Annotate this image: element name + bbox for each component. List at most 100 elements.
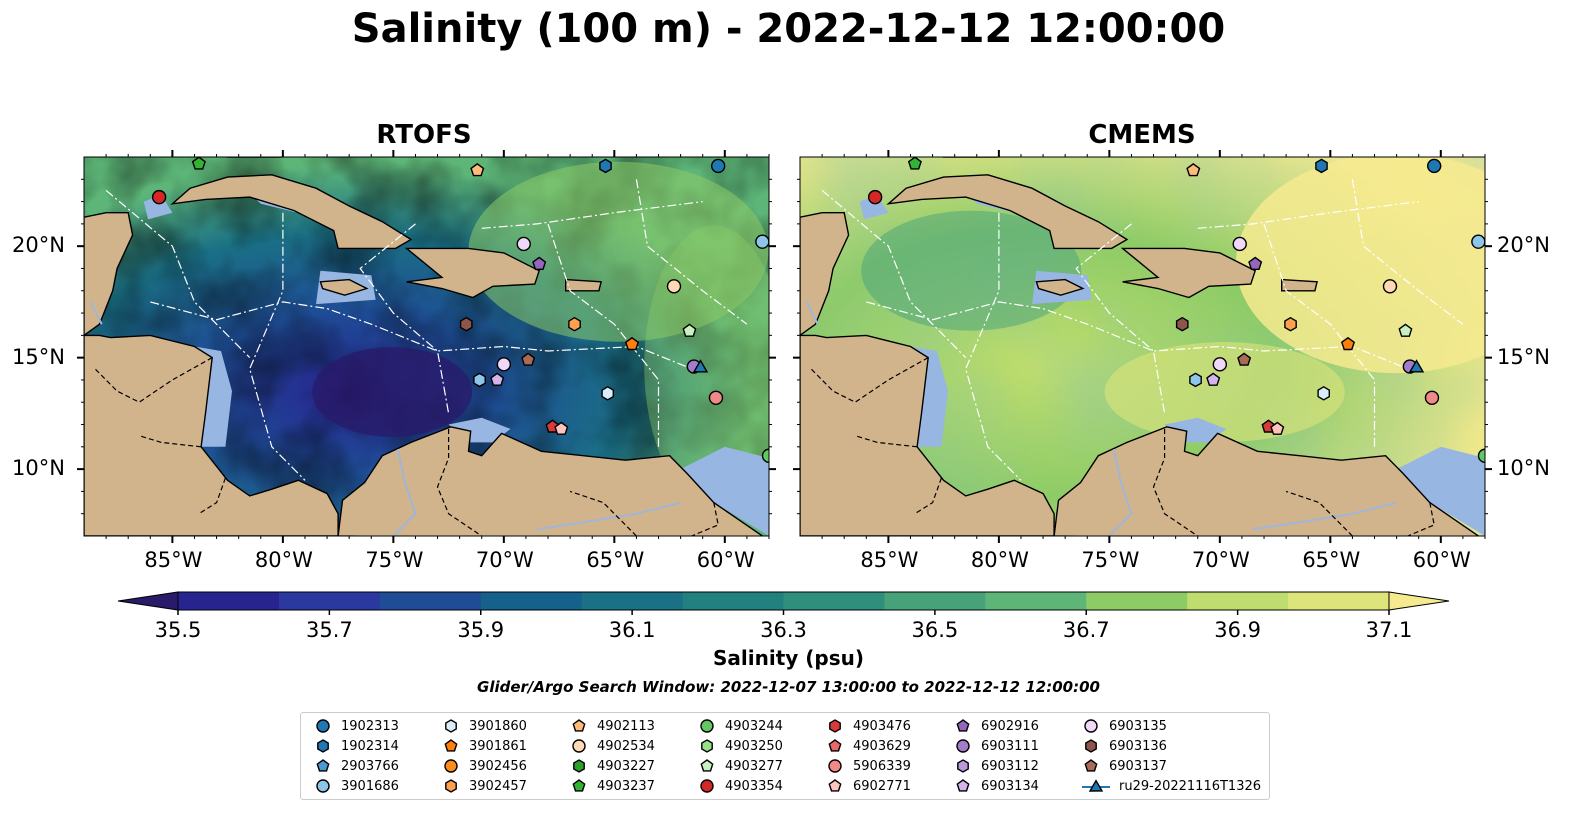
legend-entry: 6903134	[953, 776, 1039, 796]
legend-marker	[700, 719, 714, 733]
float-marker-3	[1315, 158, 1328, 174]
legend-label: 2903766	[341, 758, 399, 774]
legend-label: 6903111	[981, 738, 1039, 754]
lon-tick-label: 75°W	[365, 548, 424, 572]
legend-marker	[829, 719, 841, 733]
legend-label: 1902313	[341, 718, 399, 734]
colorbar-segment	[480, 592, 583, 610]
circle-marker-icon	[316, 719, 330, 733]
legend-label: 6903112	[981, 758, 1039, 774]
pentagon-marker-icon	[444, 739, 458, 752]
legend-label: 6903136	[1109, 738, 1167, 754]
legend-entry: 4902113	[569, 716, 655, 736]
legend-label: 5906339	[853, 758, 911, 774]
colorbar-tick-label: 36.9	[1214, 618, 1262, 642]
legend-label: 3902457	[469, 778, 527, 794]
legend-label: 1902314	[341, 738, 399, 754]
legend-marker	[700, 779, 714, 793]
legend-marker	[956, 719, 970, 732]
lon-tick-label: 75°W	[1081, 548, 1140, 572]
circle-marker-icon	[700, 779, 714, 793]
legend-label: 6902916	[981, 718, 1039, 734]
search-window-note: Glider/Argo Search Window: 2022-12-07 13…	[477, 678, 1100, 696]
float-marker-3	[599, 158, 612, 174]
lat-tick-label-left: 15°N	[12, 344, 65, 369]
legend-marker	[316, 779, 330, 793]
float-marker-5	[755, 234, 769, 249]
lon-tick-label: 65°W	[1302, 548, 1361, 572]
legend-label: 4902113	[597, 718, 655, 734]
float-marker-4	[1426, 158, 1442, 174]
legend-entry: 2903766	[313, 756, 399, 776]
panel-title-right: CMEMS	[1088, 120, 1196, 150]
legend-marker	[573, 759, 585, 773]
hexagon-marker-icon	[701, 739, 713, 753]
lon-tick-label: 60°W	[696, 548, 755, 572]
legend-label: 4903227	[597, 758, 655, 774]
legend-label: 4902534	[597, 738, 655, 754]
lon-tick-label: 85°W	[144, 548, 203, 572]
hexagon-marker-icon	[1085, 739, 1097, 753]
float-marker-5	[1471, 234, 1485, 249]
float-marker-6	[516, 236, 531, 252]
float-marker-12	[624, 336, 640, 351]
figure-title: Salinity (100 m) - 2022-12-12 12:00:00	[351, 6, 1226, 52]
float-marker-20	[1424, 390, 1440, 405]
legend-entry: 6903136	[1081, 736, 1167, 756]
legend-marker	[828, 739, 842, 752]
legend-marker	[445, 779, 457, 793]
float-legend: 1902313 1902314 2903766 3901686 3901860 39018…	[300, 712, 1270, 800]
float-marker-16	[490, 372, 505, 386]
legend-marker	[572, 739, 586, 753]
lat-tick-label-left: 20°N	[12, 233, 65, 258]
salinity-colorbar	[117, 591, 1450, 615]
float-marker-15	[473, 372, 486, 388]
lon-tick-label: 60°W	[1412, 548, 1471, 572]
lat-tick-label-right: 10°N	[1497, 456, 1550, 481]
legend-marker	[1084, 759, 1098, 772]
legend-marker	[316, 719, 330, 733]
hexagon-marker-icon	[573, 759, 585, 773]
pentagon-marker-icon	[956, 779, 970, 792]
legend-marker	[316, 759, 330, 772]
pentagon-marker-icon	[700, 759, 714, 772]
circle-marker-icon	[700, 719, 714, 733]
float-marker-7	[1248, 256, 1263, 270]
legend-label: 4903237	[597, 778, 655, 794]
lat-tick-label-right: 15°N	[1497, 344, 1550, 369]
colorbar-tick-label: 36.1	[608, 618, 656, 642]
legend-marker	[444, 739, 458, 752]
float-marker-19	[1317, 385, 1331, 401]
legend-label: 6903137	[1109, 758, 1167, 774]
legend-label: 4903629	[853, 738, 911, 754]
lon-tick-label: 65°W	[586, 548, 645, 572]
lon-tick-label: 80°W	[254, 548, 313, 572]
pentagon-marker-icon	[956, 719, 970, 732]
pentagon-marker-icon	[572, 779, 586, 792]
float-marker-6	[1232, 236, 1247, 252]
float-marker-10	[1175, 316, 1189, 332]
float-marker-9	[1398, 323, 1413, 337]
legend-entry: 6903135	[1081, 716, 1167, 736]
colorbar-tick-label: 35.5	[154, 618, 202, 642]
hexagon-marker-icon	[445, 719, 457, 733]
legend-marker	[828, 759, 842, 773]
legend-label: 4903250	[725, 738, 783, 754]
legend-marker	[956, 779, 970, 792]
float-marker-10	[459, 316, 473, 332]
float-marker-2	[1186, 163, 1201, 177]
legend-entry: 4903476	[825, 716, 911, 736]
legend-entry: 4903227	[569, 756, 655, 776]
legend-marker	[444, 759, 458, 773]
legend-label: 3901860	[469, 718, 527, 734]
float-marker-1	[907, 157, 922, 170]
circle-marker-icon	[828, 759, 842, 773]
legend-entry: 4903354	[697, 776, 783, 796]
legend-entry: 3901860	[441, 716, 527, 736]
legend-label: 3901861	[469, 738, 527, 754]
pentagon-marker-icon	[1084, 759, 1098, 772]
colorbar-segment	[884, 592, 986, 610]
cmems-map-panel	[793, 150, 1492, 543]
legend-entry: 3902456	[441, 756, 527, 776]
triangle-marker-icon	[1082, 779, 1110, 792]
